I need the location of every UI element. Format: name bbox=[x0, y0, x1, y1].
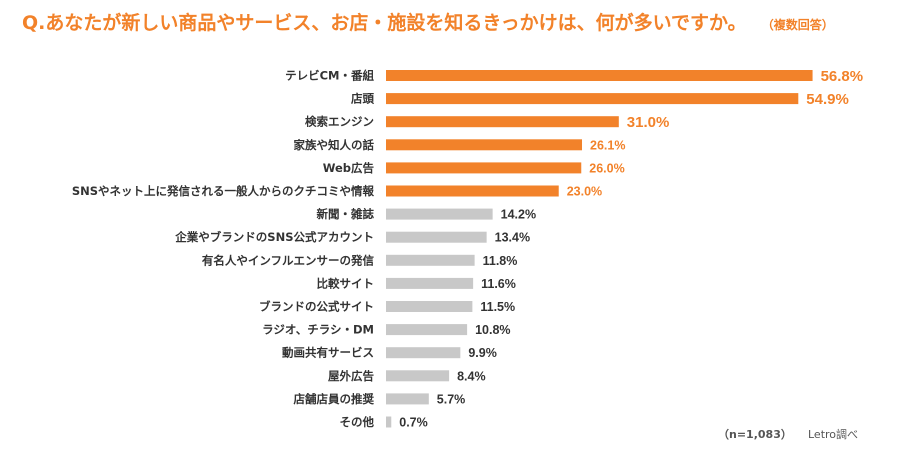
source-note: Letro調べ bbox=[808, 428, 859, 441]
value-label: 31.0% bbox=[627, 114, 670, 131]
category-label: 検索エンジン bbox=[305, 115, 374, 129]
question-text: Q.あなたが新しい商品やサービス、お店・施設を知るきっかけは、何が多いですか。 bbox=[22, 12, 747, 34]
category-label: 動画共有サービス bbox=[282, 346, 374, 360]
bar bbox=[386, 185, 559, 197]
bar bbox=[386, 324, 468, 336]
category-label: 企業やブランドのSNS公式アカウント bbox=[174, 230, 374, 244]
bar bbox=[386, 162, 582, 174]
value-label: 8.4% bbox=[457, 369, 486, 383]
bar bbox=[386, 347, 461, 359]
bar bbox=[386, 231, 487, 243]
multiple-answer-note: （複数回答） bbox=[761, 18, 834, 32]
category-label: 新聞・雑誌 bbox=[317, 207, 375, 221]
category-label: 比較サイト bbox=[317, 276, 375, 290]
category-label: ラジオ、チラシ・DM bbox=[262, 323, 374, 337]
category-label: 店舗店員の推奨 bbox=[294, 392, 375, 406]
value-label: 23.0% bbox=[567, 185, 602, 199]
bar bbox=[386, 277, 474, 289]
value-label: 26.0% bbox=[589, 161, 624, 175]
category-label: テレビCM・番組 bbox=[285, 69, 374, 83]
chart-title: Q.あなたが新しい商品やサービス、お店・施設を知るきっかけは、何が多いですか。 … bbox=[22, 8, 834, 35]
bar bbox=[386, 416, 392, 428]
value-label: 11.5% bbox=[480, 300, 515, 314]
bar bbox=[386, 70, 813, 81]
sample-size-note: （n=1,083） bbox=[718, 428, 792, 441]
bar bbox=[386, 370, 450, 382]
category-label: 屋外広告 bbox=[328, 369, 374, 383]
bar bbox=[386, 93, 799, 105]
category-label: その他 bbox=[340, 415, 375, 429]
bar bbox=[386, 208, 493, 220]
bar bbox=[386, 254, 475, 266]
bar bbox=[386, 393, 429, 405]
category-label: 有名人やインフルエンサーの発信 bbox=[202, 253, 375, 267]
value-label: 26.1% bbox=[590, 138, 625, 152]
value-label: 0.7% bbox=[399, 416, 428, 430]
bar bbox=[386, 139, 583, 151]
category-label: ブランドの公式サイト bbox=[259, 300, 374, 314]
bar bbox=[386, 301, 473, 312]
value-label: 11.8% bbox=[483, 254, 518, 268]
category-label: SNSやネット上に発信される一般人からのクチコミや情報 bbox=[72, 184, 375, 198]
value-label: 9.9% bbox=[468, 346, 497, 360]
value-label: 5.7% bbox=[437, 392, 466, 406]
category-label: Web広告 bbox=[323, 161, 375, 175]
category-label: 家族や知人の話 bbox=[294, 138, 375, 152]
value-label: 54.9% bbox=[806, 91, 849, 108]
value-label: 10.8% bbox=[475, 323, 510, 337]
value-label: 14.2% bbox=[501, 208, 536, 222]
value-label: 56.8% bbox=[821, 68, 864, 85]
category-label: 店頭 bbox=[351, 92, 374, 106]
bar bbox=[386, 116, 619, 128]
value-label: 13.4% bbox=[495, 231, 530, 245]
value-label: 11.6% bbox=[481, 277, 516, 291]
